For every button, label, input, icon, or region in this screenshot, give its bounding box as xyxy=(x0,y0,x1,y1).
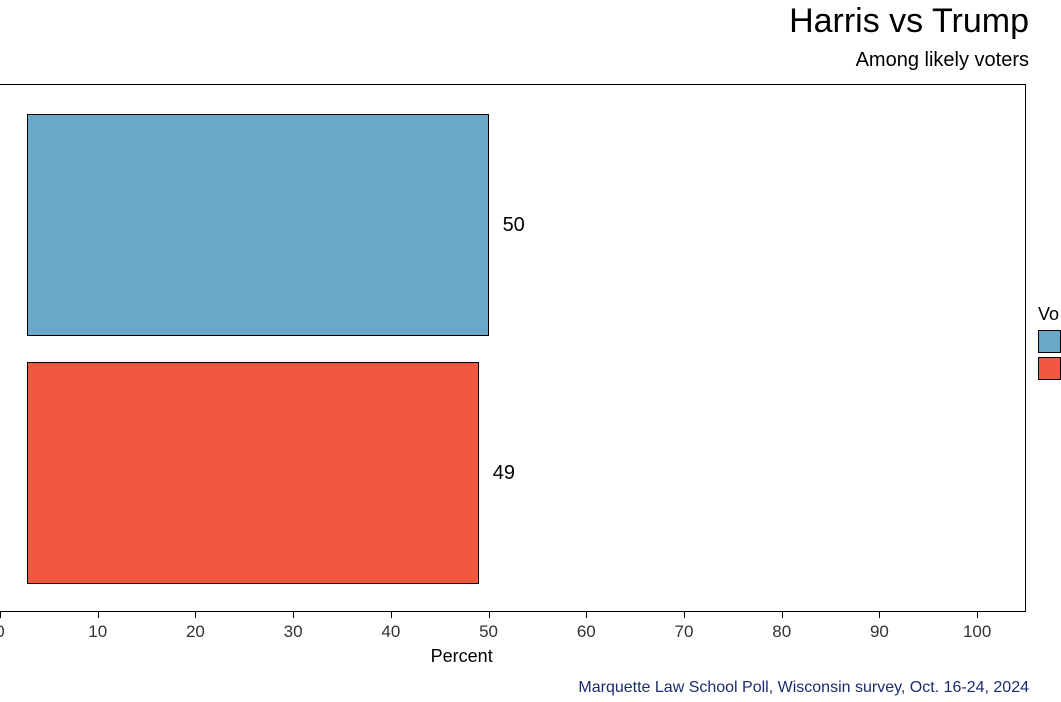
x-tick xyxy=(586,612,587,618)
bar-trump xyxy=(27,362,479,584)
bar-label-trump: 49 xyxy=(493,462,515,485)
bar-harris xyxy=(27,114,489,336)
x-tick xyxy=(98,612,99,618)
legend-swatch xyxy=(1038,357,1061,380)
poll-chart: Harris vs Trump Among likely voters 50 49… xyxy=(0,0,1061,702)
x-tick xyxy=(977,612,978,618)
x-tick-label: 20 xyxy=(186,622,205,642)
x-tick xyxy=(489,612,490,618)
x-tick-label: 0 xyxy=(0,622,5,642)
x-tick xyxy=(879,612,880,618)
x-axis-label: Percent xyxy=(431,646,493,667)
x-tick-label: 10 xyxy=(88,622,107,642)
chart-title: Harris vs Trump xyxy=(789,2,1029,41)
x-tick xyxy=(293,612,294,618)
x-tick xyxy=(684,612,685,618)
x-tick xyxy=(195,612,196,618)
bar-label-harris: 50 xyxy=(503,214,525,237)
chart-subtitle: Among likely voters xyxy=(856,49,1029,72)
x-tick-label: 90 xyxy=(870,622,889,642)
x-tick xyxy=(0,612,1,618)
legend-swatch xyxy=(1038,330,1061,353)
x-tick-label: 40 xyxy=(381,622,400,642)
chart-caption: Marquette Law School Poll, Wisconsin sur… xyxy=(578,679,1029,697)
x-tick-label: 30 xyxy=(284,622,303,642)
x-tick-label: 80 xyxy=(772,622,791,642)
x-tick-label: 70 xyxy=(675,622,694,642)
x-tick-label: 60 xyxy=(577,622,596,642)
plot-area: 50 49 xyxy=(0,84,1026,612)
x-tick xyxy=(782,612,783,618)
x-tick-label: 100 xyxy=(963,622,991,642)
x-tick xyxy=(391,612,392,618)
x-tick-label: 50 xyxy=(479,622,498,642)
legend-title: Vo xyxy=(1038,304,1059,325)
